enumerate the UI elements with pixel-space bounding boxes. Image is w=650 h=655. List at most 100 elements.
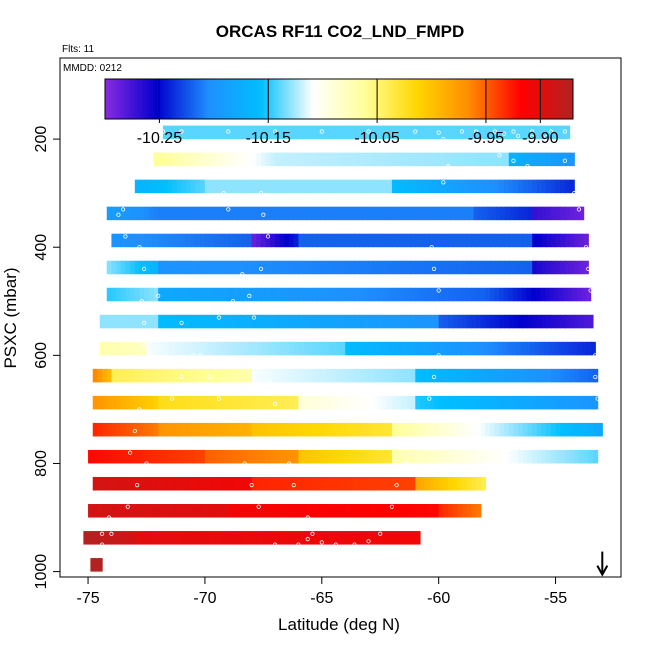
heatmap-cell xyxy=(303,314,309,329)
heatmap-cell xyxy=(516,341,522,356)
heatmap-cell xyxy=(167,260,173,275)
heatmap-cell xyxy=(564,260,571,275)
heatmap-cell xyxy=(504,125,510,140)
heatmap-cell xyxy=(588,314,594,329)
heatmap-cell xyxy=(554,287,560,302)
heatmap-cell xyxy=(204,125,211,140)
heatmap-cell xyxy=(424,476,430,491)
heatmap-cell xyxy=(130,504,136,518)
heatmap-cell xyxy=(113,341,120,356)
heatmap-cell xyxy=(480,152,487,167)
heatmap-cell xyxy=(247,125,253,140)
heatmap-cell xyxy=(457,314,463,329)
heatmap-cell xyxy=(167,206,173,221)
track-point xyxy=(226,207,231,212)
track-point xyxy=(153,439,158,444)
heatmap-cell xyxy=(434,449,440,464)
heatmap-cell xyxy=(574,206,580,221)
track-point xyxy=(109,531,114,536)
heatmap-cell xyxy=(541,449,547,464)
heatmap-cell xyxy=(331,476,337,491)
heatmap-cell xyxy=(92,368,98,383)
heatmap-cell xyxy=(195,504,201,518)
heatmap-cell xyxy=(419,152,426,167)
track-point xyxy=(525,164,530,169)
heatmap-cell xyxy=(494,125,501,140)
heatmap-cell xyxy=(144,476,150,491)
heatmap-cell xyxy=(223,152,229,167)
heatmap-cell xyxy=(493,341,499,356)
heatmap-cell xyxy=(555,206,561,221)
heatmap-cell xyxy=(396,531,402,545)
heatmap-cell xyxy=(443,395,449,410)
heatmap-cell xyxy=(401,422,407,437)
track-point xyxy=(125,504,130,509)
heatmap-cell xyxy=(368,504,374,518)
heatmap-cell xyxy=(162,314,169,329)
heatmap-cell xyxy=(494,422,501,437)
heatmap-cell xyxy=(158,449,164,464)
heatmap-cell xyxy=(345,476,351,491)
heatmap-cell xyxy=(588,368,594,383)
heatmap-cell xyxy=(97,476,103,491)
heatmap-cell xyxy=(508,125,515,140)
heatmap-cell xyxy=(560,206,566,221)
track-point xyxy=(179,374,184,380)
heatmap-cell xyxy=(275,368,281,383)
heatmap-cell xyxy=(232,422,239,437)
heatmap-cell xyxy=(275,341,282,356)
heatmap-cell xyxy=(266,341,272,356)
heatmap-cell xyxy=(466,152,472,167)
heatmap-cell xyxy=(256,531,262,545)
heatmap-cell xyxy=(443,368,449,383)
heatmap-cell xyxy=(485,179,491,194)
heatmap-cell xyxy=(532,125,538,140)
heatmap-cell xyxy=(232,531,239,545)
heatmap-cell xyxy=(457,504,463,518)
heatmap-cell xyxy=(377,125,384,140)
heatmap-cell xyxy=(181,422,187,437)
heatmap-cell xyxy=(518,368,524,383)
heatmap-cell xyxy=(508,422,515,437)
heatmap-cell xyxy=(382,422,388,437)
heatmap-cell xyxy=(229,341,235,356)
heatmap-cell xyxy=(499,422,505,437)
heatmap-cell xyxy=(265,476,271,491)
heatmap-cell xyxy=(363,233,370,248)
heatmap-cell xyxy=(148,206,155,221)
heatmap-cell xyxy=(130,422,136,437)
heatmap-cell xyxy=(555,125,561,140)
heatmap-cell xyxy=(279,125,285,140)
track-point xyxy=(576,207,582,212)
heatmap-cell xyxy=(354,531,360,545)
heatmap-cell xyxy=(111,395,117,410)
heatmap-cell xyxy=(438,422,444,437)
heatmap-cell xyxy=(172,125,178,140)
heatmap-cell xyxy=(434,368,440,383)
heatmap-cell xyxy=(326,368,332,383)
track-point xyxy=(242,461,247,466)
heatmap-cell xyxy=(242,260,248,275)
track-point xyxy=(459,129,465,134)
heatmap-cell xyxy=(317,233,323,248)
heatmap-cell xyxy=(106,449,113,464)
heatmap-cell xyxy=(200,368,206,383)
heatmap-cell xyxy=(429,395,435,410)
heatmap-cell xyxy=(434,395,440,410)
heatmap-cell xyxy=(457,476,463,491)
heatmap-cell xyxy=(270,422,276,437)
heatmap-cell xyxy=(232,152,239,167)
heatmap-cell xyxy=(317,422,323,437)
heatmap-cell xyxy=(172,206,178,221)
heatmap-cell xyxy=(214,449,220,464)
heatmap-cell xyxy=(448,368,454,383)
heatmap-cell xyxy=(471,476,477,491)
heatmap-cell xyxy=(452,125,458,140)
heatmap-cell xyxy=(130,287,136,302)
heatmap-cell xyxy=(532,206,538,221)
heatmap-cell xyxy=(340,152,346,167)
heatmap-cell xyxy=(256,260,262,275)
heatmap-cell xyxy=(289,476,295,491)
heatmap-cell xyxy=(536,125,543,140)
heatmap-cell xyxy=(134,179,141,194)
